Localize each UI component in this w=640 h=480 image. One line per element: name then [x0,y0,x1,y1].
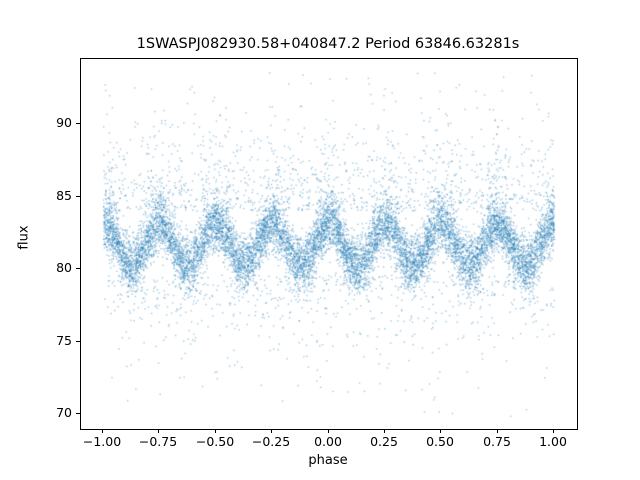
y-tick-mark [76,196,80,197]
y-tick-mark [76,413,80,414]
x-tick-label: 1.00 [539,434,567,449]
y-tick-label: 70 [56,405,72,420]
y-tick-label: 90 [56,115,72,130]
x-tick-label: −1.00 [82,434,122,449]
x-tick-mark [553,429,554,433]
x-tick-mark [328,429,329,433]
y-tick-mark [76,123,80,124]
y-tick-label: 85 [56,188,72,203]
x-axis-label: phase [308,453,348,468]
x-tick-mark [102,429,103,433]
x-tick-mark [440,429,441,433]
y-tick-mark [76,341,80,342]
plot-area [80,58,578,430]
scatter-canvas [81,59,577,429]
x-tick-mark [384,429,385,433]
x-tick-mark [497,429,498,433]
chart-title: 1SWASPJ082930.58+040847.2 Period 63846.6… [136,36,520,52]
y-axis-label: flux [16,225,32,250]
x-tick-label: 0.50 [426,434,454,449]
x-tick-label: 0.00 [314,434,342,449]
y-tick-label: 75 [56,333,72,348]
x-tick-label: 0.75 [483,434,511,449]
x-tick-label: −0.75 [138,434,178,449]
x-tick-label: −0.25 [251,434,291,449]
x-tick-label: −0.50 [195,434,235,449]
y-tick-label: 80 [56,260,72,275]
x-tick-mark [158,429,159,433]
y-tick-mark [76,268,80,269]
x-tick-mark [215,429,216,433]
x-tick-label: 0.25 [370,434,398,449]
x-tick-mark [271,429,272,433]
